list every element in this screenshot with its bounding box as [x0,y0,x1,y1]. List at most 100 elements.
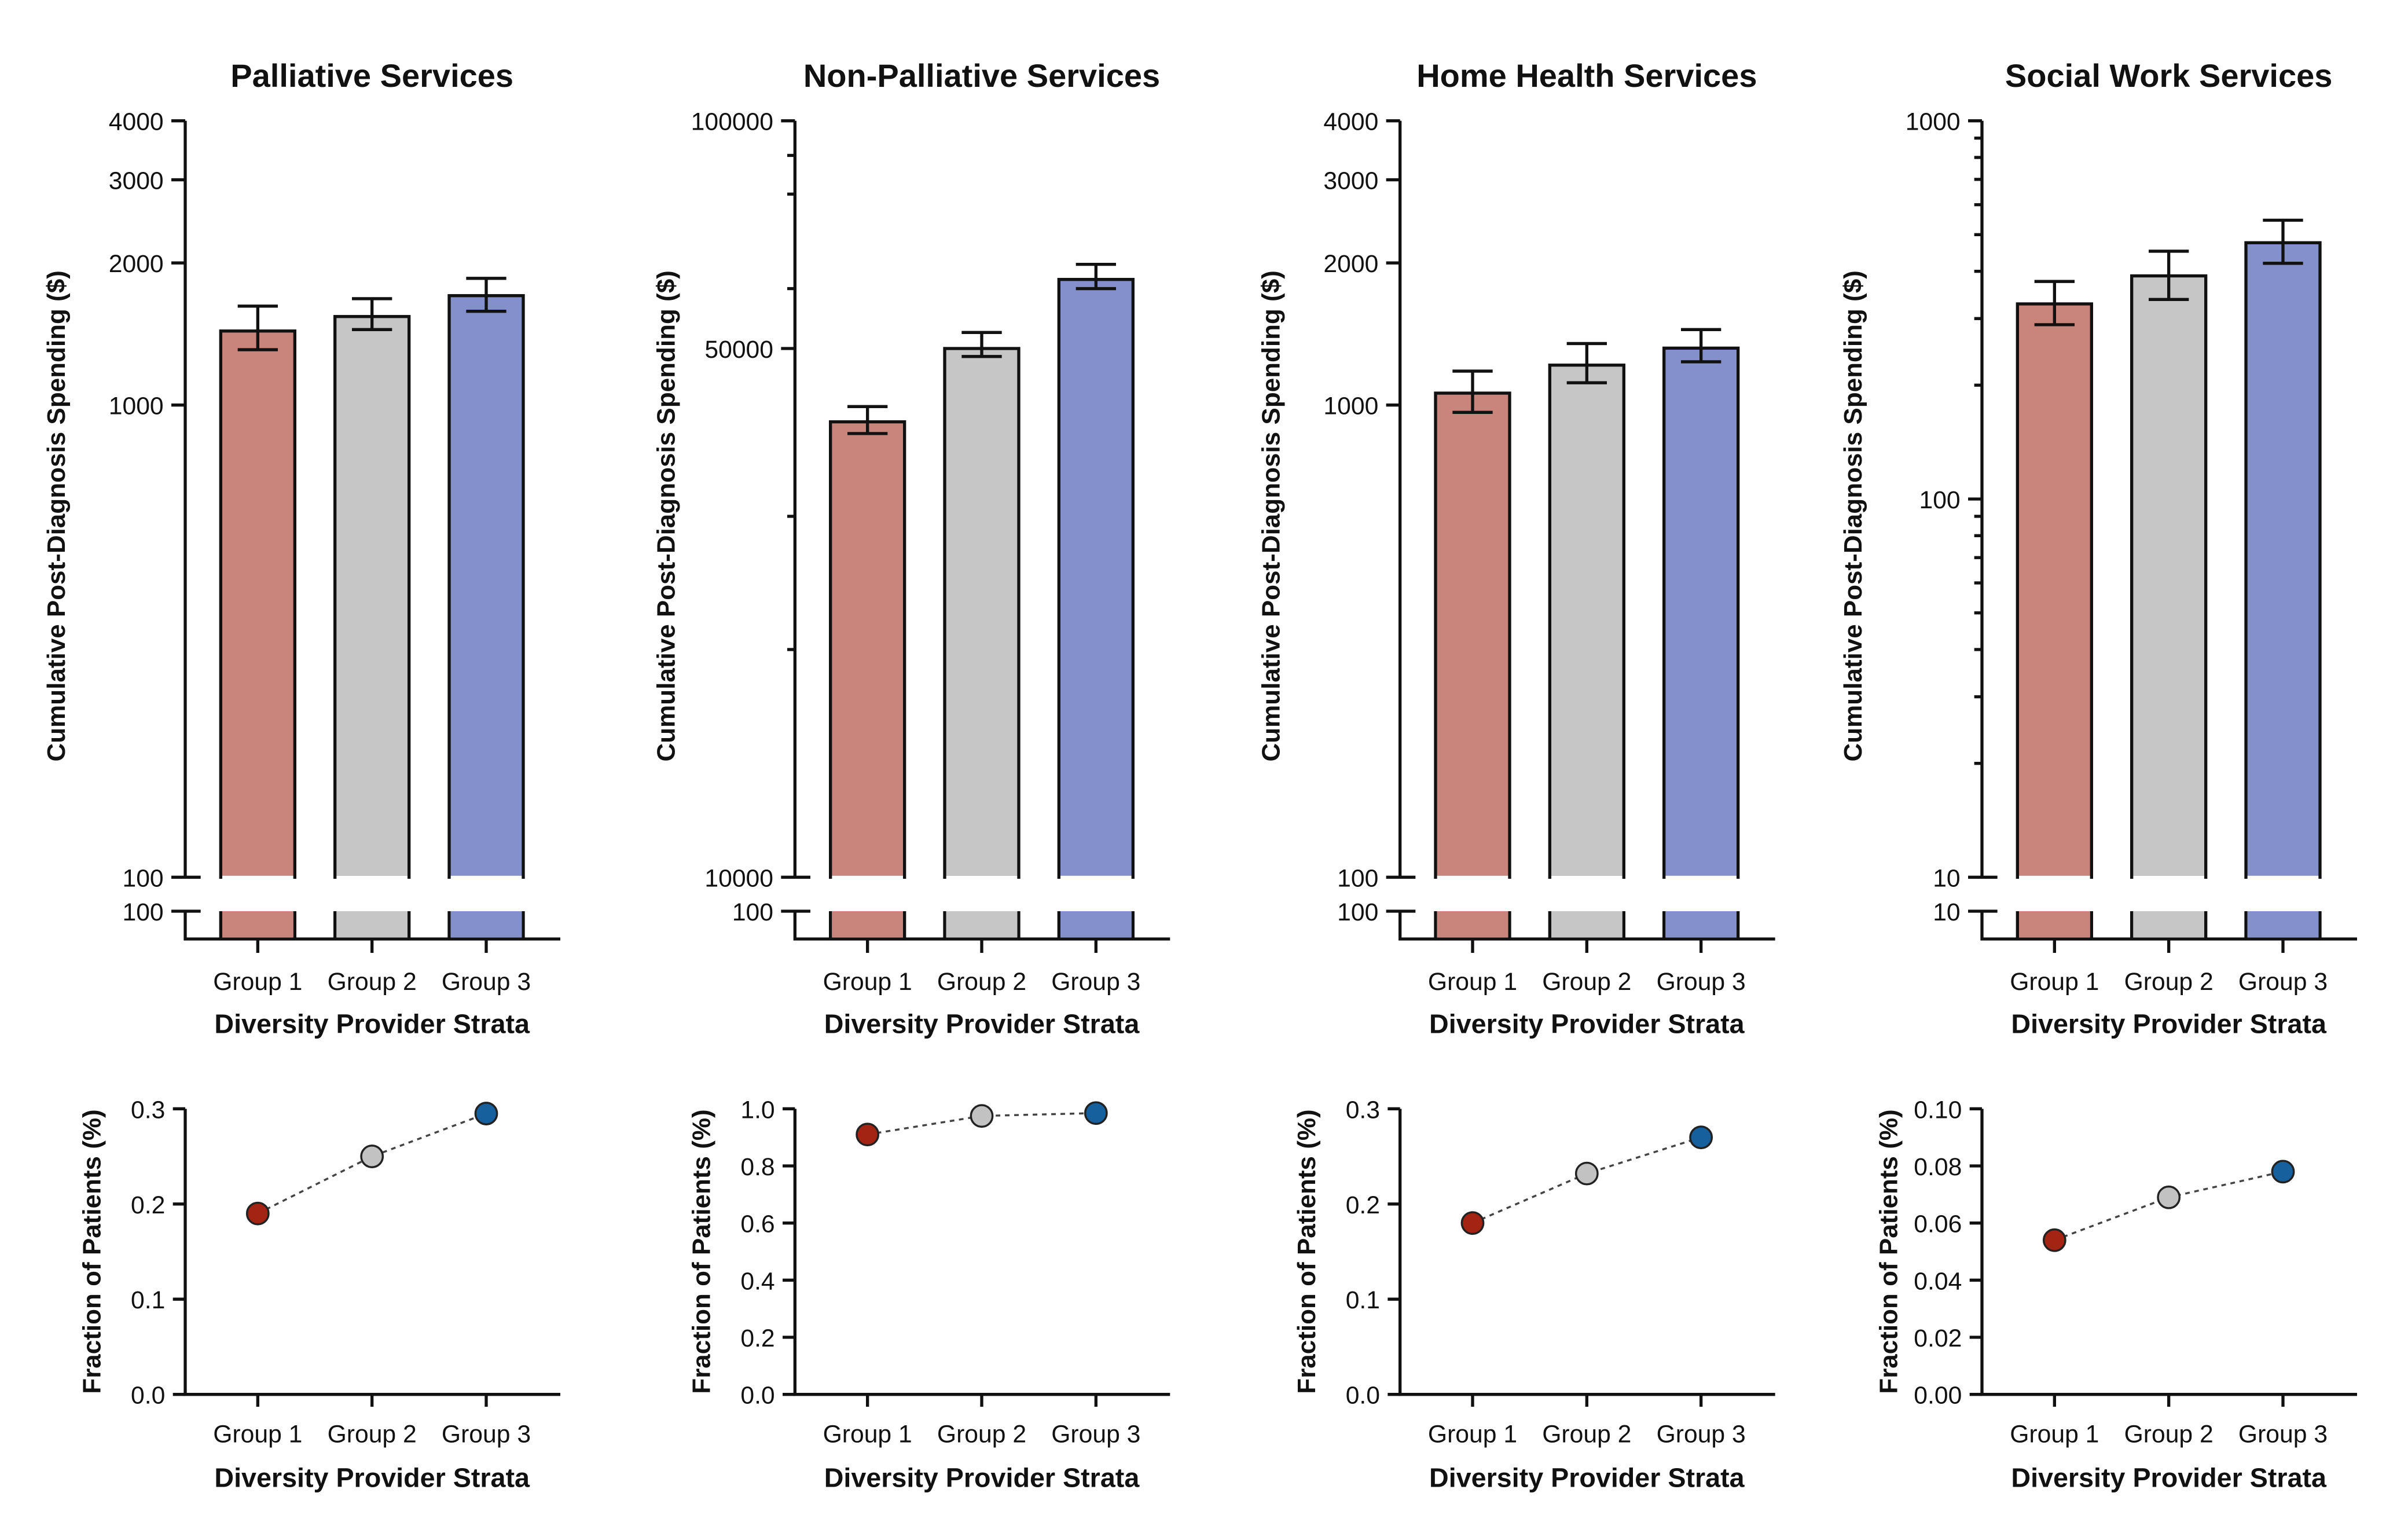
y-tick-label: 0.0 [131,1382,165,1410]
bar-stub-group-1 [222,911,293,938]
x-tick-label: Group 3 [442,1420,531,1448]
data-point-group-2 [1574,1161,1599,1186]
y-tick-label: 0.02 [1914,1325,1962,1352]
data-point-group-3 [474,1102,498,1125]
bar-group-3 [1662,346,1740,879]
bar-stub-group-1 [2019,911,2090,938]
bar-stub-group-2 [336,911,408,938]
bar-group-1 [1434,391,1511,879]
x-axis-label: Diversity Provider Strata [214,1463,530,1493]
y-axis-label: Cumulative Post-Diagnosis Spending ($) [42,270,71,761]
axis-break-gap [1665,875,1737,913]
bar-stub-group-3 [450,911,522,938]
bar-stub-edge [2130,911,2208,939]
x-tick-label: Group 1 [1428,1420,1517,1448]
y-tick-label: 2000 [1323,250,1378,278]
bar-stub-group-3 [2247,911,2319,938]
bar-group-2 [1548,364,1625,879]
x-tick-label: Group 3 [442,968,531,996]
axes [1980,1109,2357,1396]
axis-break-gap [222,875,293,913]
bar-group-2 [333,315,411,879]
bar-stub-group-2 [2133,911,2204,938]
y-axis-label: Fraction of Patients (%) [78,1109,106,1393]
line-chart-1: 0.0 0.1 0.2 0.3 Group 1 Group 2 Group 3 Diversi… [78,1096,560,1493]
y-tick-label: 0.1 [1346,1286,1380,1314]
error-bar [2034,280,2075,327]
chart-title: Home Health Services [1416,57,1757,94]
bar-group-3 [2244,241,2322,879]
y-tick-label: 2000 [109,250,164,278]
axis-break-gap [1437,875,1508,913]
y-tick-label: 0.2 [131,1191,165,1219]
bar-group-2 [2130,274,2208,879]
x-axis-label: Diversity Provider Strata [214,1009,530,1039]
data-point-group-1 [856,1123,880,1147]
data-point-group-1 [245,1201,270,1226]
bar-stub-group-1 [1437,911,1508,938]
x-axis-label: Diversity Provider Strata [2011,1009,2327,1039]
bar-stub-group-3 [1060,911,1132,938]
y-tick-label: 0.08 [1914,1153,1962,1181]
y-break-label: 100 [732,898,773,926]
y-axis-label: Cumulative Post-Diagnosis Spending ($) [1839,270,1867,761]
y-tick-label: 4000 [109,108,164,136]
error-bar [847,405,888,435]
x-axis [1980,911,2357,941]
line-chart-4: 0.00 0.02 0.04 0.06 0.08 0.10 Group 1 Group 2 Gr… [1874,1096,2357,1493]
x-axis-label: Diversity Provider Strata [2011,1463,2327,1493]
x-tick-label: Group 2 [2124,968,2214,996]
axis-break-gap [450,875,522,913]
bar-group-3 [1057,278,1135,879]
y-tick-label: 0.04 [1914,1267,1962,1295]
x-tick-label: Group 2 [1542,1420,1631,1448]
bar-stub-edge [2016,911,2093,939]
x-tick-label: Group 2 [937,1420,1026,1448]
x-tick-label: Group 1 [823,1420,912,1448]
y-tick-label: 50000 [704,336,773,364]
bar-stub-edge [447,911,525,939]
x-axis [183,911,560,941]
y-break-label: 100 [1337,898,1378,926]
axis-break-gap [2019,875,2090,913]
bar-group-2 [943,347,1021,879]
y-tick-label: 0.8 [740,1153,774,1181]
data-point-group-3 [2271,1160,2295,1184]
axis-break-gap [1060,875,1132,913]
bar-stub-edge [333,911,411,939]
y-tick-label: 1000 [1323,392,1378,420]
x-tick-label: Group 1 [213,968,302,996]
y-tick-label: 0.4 [740,1267,774,1295]
bar-stub-edge [1057,911,1135,939]
x-axis-label: Diversity Provider Strata [824,1009,1140,1039]
y-tick-label: 0.3 [131,1096,165,1124]
bar-chart-2: Non-Palliative Services 100 10000 50000 1000… [652,57,1170,1039]
axis-break-gap [2247,875,2319,913]
x-tick-label: Group 1 [2010,1420,2099,1448]
bar-chart-4: Social Work Services 10 10 100 1000 Group 1 Gr… [1839,57,2357,1039]
y-tick-label: 0.2 [1346,1191,1380,1219]
axis-break-gap [946,875,1018,913]
y-axis-label: Fraction of Patients (%) [1293,1109,1321,1393]
axis-break-gap [336,875,408,913]
y-axis-label: Cumulative Post-Diagnosis Spending ($) [1257,270,1286,761]
axis-break-gap [2133,875,2204,913]
axis-break-gap [832,875,903,913]
y-tick-label: 10 [1933,864,1960,892]
bar-group-3 [447,294,525,879]
axes [793,1109,1170,1396]
y-tick-label: 0.1 [131,1286,165,1314]
error-bar [2263,218,2303,265]
x-tick-label: Group 3 [1657,1420,1746,1448]
data-point-group-2 [2157,1185,2181,1209]
bar-stub-edge [2244,911,2322,939]
y-tick-label: 0.6 [740,1210,774,1238]
data-point-group-3 [1689,1125,1713,1150]
x-tick-label: Group 2 [1542,968,1631,996]
x-axis-label: Diversity Provider Strata [1429,1463,1745,1493]
x-tick-label: Group 1 [823,968,912,996]
error-bar [1566,342,1607,384]
bar-stub-edge [829,911,906,939]
bar-stub-group-2 [1551,911,1623,938]
bar-stub-edge [943,911,1021,939]
